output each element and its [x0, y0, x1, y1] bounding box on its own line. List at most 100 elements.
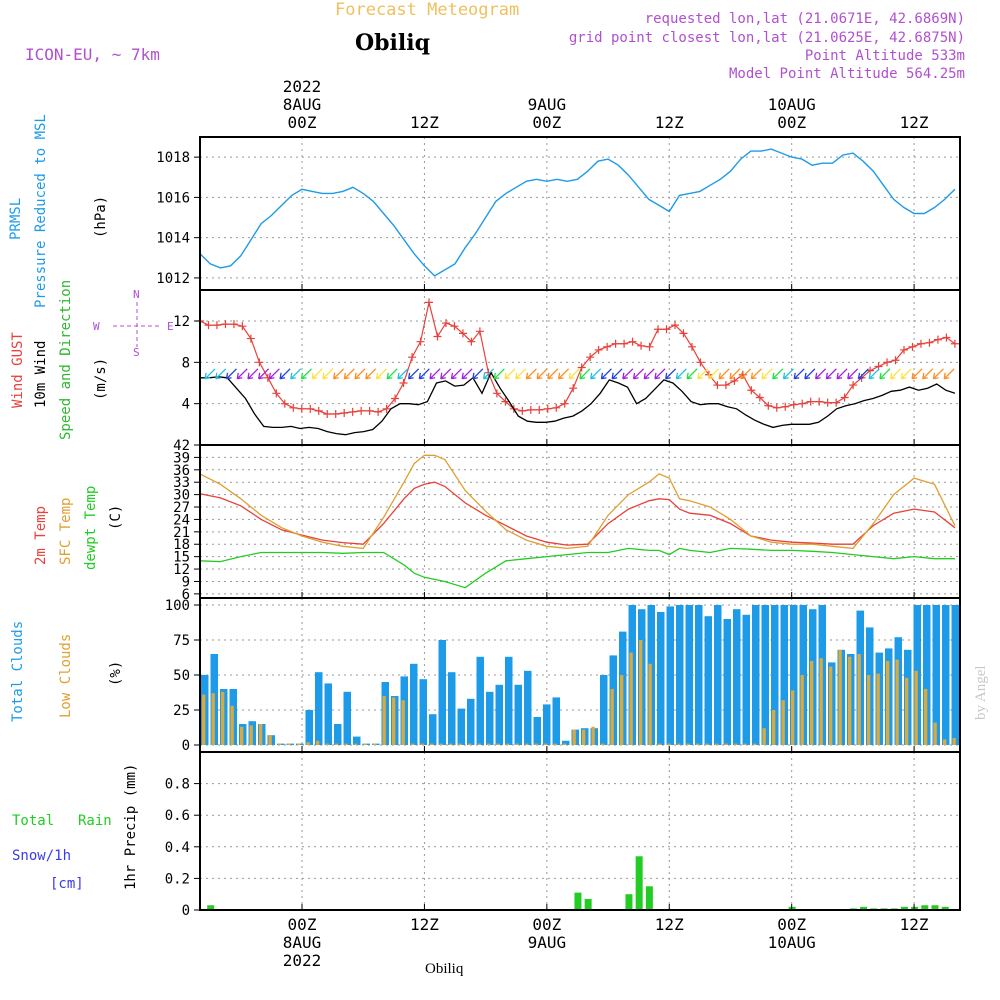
- temp-ytick-label: 9: [182, 574, 190, 590]
- gust-marker: [323, 410, 332, 418]
- low-cloud-bar: [886, 661, 890, 745]
- wind-direction-arrow: [889, 368, 902, 380]
- low-cloud-bar: [221, 691, 225, 745]
- low-cloud-bar: [363, 743, 367, 745]
- total-cloud-bar: [666, 606, 674, 745]
- bottom-hour-label: 12Z: [900, 915, 929, 934]
- wind-ytick-label: 4: [182, 397, 190, 413]
- gust-marker: [272, 389, 281, 398]
- low-cloud-bar: [781, 700, 785, 745]
- gust-marker: [416, 337, 425, 346]
- rain-bar: [207, 905, 215, 910]
- low-cloud-bar: [297, 743, 301, 745]
- rain-bar: [635, 856, 643, 910]
- temp-frame: [199, 444, 961, 599]
- bottom-date-label: 9AUG: [528, 933, 567, 952]
- wind-label-2: 10m Wind: [33, 341, 49, 408]
- total-cloud-bar: [476, 656, 484, 745]
- compass-e: E: [167, 320, 174, 333]
- sfc-temp-line: [199, 454, 956, 550]
- gust-marker: [670, 321, 679, 330]
- pressure-frame: [199, 136, 961, 291]
- low-cloud-bar: [829, 666, 833, 745]
- low-cloud-bar: [582, 729, 586, 745]
- bottom-hour-label: 12Z: [655, 915, 684, 934]
- low-cloud-bar: [677, 743, 681, 745]
- top-hour-label: 12Z: [655, 113, 684, 132]
- low-cloud-bar: [420, 743, 424, 745]
- low-cloud-bar: [819, 658, 823, 745]
- gust-marker: [662, 325, 671, 334]
- total-cloud-bar: [552, 697, 560, 745]
- clouds-ytick-label: 25: [173, 703, 190, 719]
- wind-direction-arrow: [868, 368, 880, 380]
- wind-direction-arrow: [922, 368, 934, 380]
- top-hour-label: 12Z: [410, 113, 439, 132]
- low-cloud-bar: [382, 696, 386, 745]
- low-cloud-bar: [658, 743, 662, 745]
- low-cloud-bar: [278, 743, 282, 745]
- wind-direction-arrow: [815, 368, 827, 380]
- low-cloud-bar: [895, 659, 899, 745]
- wind-direction-arrow: [900, 368, 912, 380]
- temp-ytick-label: 12: [173, 562, 190, 578]
- gust-marker: [552, 403, 561, 412]
- wind-direction-arrow: [472, 368, 484, 380]
- gust-marker: [475, 327, 484, 336]
- clouds-label-2: Low Clouds: [58, 634, 74, 718]
- low-cloud-bar: [259, 724, 263, 745]
- clouds-label-1: Total Clouds: [10, 621, 26, 722]
- gust-marker: [764, 401, 773, 410]
- compass-s: S: [133, 346, 140, 359]
- model-label: ICON-EU, ~ 7km: [25, 45, 160, 64]
- gust-marker: [331, 410, 340, 418]
- gust-marker: [586, 353, 595, 362]
- low-cloud-bar: [857, 654, 861, 745]
- wind-direction-arrow: [300, 368, 312, 380]
- wind-direction-arrow: [654, 368, 666, 380]
- gust-marker: [458, 329, 467, 338]
- low-cloud-bar: [848, 656, 852, 745]
- wind-direction-arrow: [932, 368, 944, 380]
- top-hour-label: 00Z: [532, 113, 561, 132]
- gust-marker: [212, 321, 221, 330]
- low-cloud-bar: [696, 743, 700, 745]
- low-cloud-bar: [534, 743, 538, 745]
- temp-ytick-label: 24: [173, 512, 190, 528]
- clouds-ytick-label: 75: [173, 633, 190, 649]
- low-cloud-bar: [401, 700, 405, 745]
- point-altitude: Point Altitude 533m: [805, 48, 965, 64]
- low-cloud-bar: [667, 743, 671, 745]
- dewpoint-line: [199, 547, 955, 589]
- gust-marker: [721, 381, 730, 390]
- gust-marker: [255, 358, 264, 367]
- total-cloud-bar: [695, 605, 703, 745]
- gust-marker: [883, 358, 892, 367]
- rain-bar: [574, 892, 582, 910]
- wind-direction-arrow: [857, 368, 869, 380]
- total-cloud-bar: [723, 619, 731, 745]
- wind-direction-arrow: [504, 368, 516, 380]
- total-cloud-bar: [771, 605, 779, 745]
- requested-coords: requested lon,lat (21.0671E, 42.6869N): [645, 11, 965, 27]
- low-cloud-bar: [572, 729, 576, 745]
- low-cloud-bar: [496, 743, 500, 745]
- total-cloud-bar: [714, 605, 722, 745]
- total-cloud-bar: [495, 684, 503, 745]
- wind-direction-arrow: [515, 368, 527, 380]
- precip-ytick-label: 0.8: [165, 777, 190, 793]
- wind-direction-arrow: [761, 368, 773, 380]
- rain-bar: [584, 898, 592, 910]
- gust-marker: [772, 403, 781, 412]
- total-cloud-bar: [780, 605, 788, 745]
- wind-direction-arrow: [600, 368, 612, 380]
- gust-marker: [628, 337, 637, 346]
- clouds-ytick-label: 50: [173, 668, 190, 684]
- wind-direction-arrow: [365, 368, 377, 380]
- compass-n: N: [133, 288, 140, 301]
- gust-marker: [849, 381, 858, 390]
- top-date-label: 10AUG: [768, 95, 816, 114]
- low-cloud-bar: [924, 689, 928, 745]
- clouds-ytick-label: 100: [165, 598, 190, 614]
